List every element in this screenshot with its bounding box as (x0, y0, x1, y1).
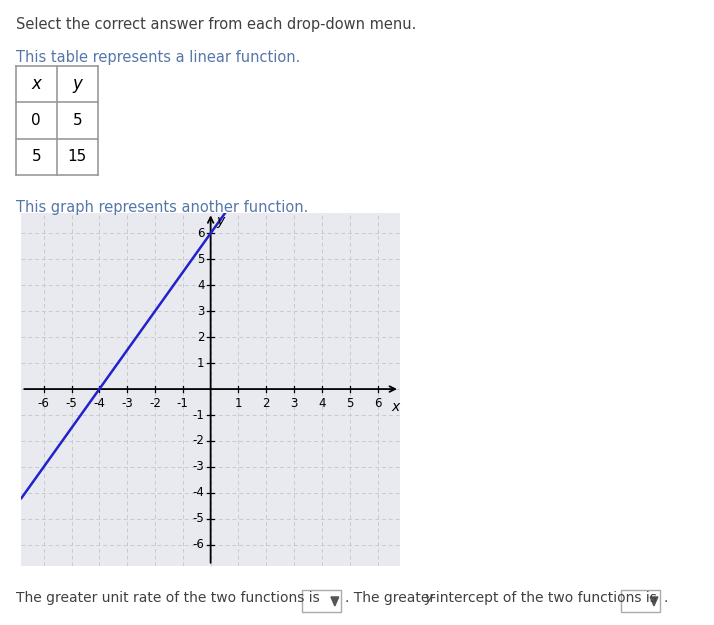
Text: 3: 3 (291, 398, 298, 411)
Text: .: . (664, 591, 668, 605)
Text: y: y (72, 75, 82, 93)
Text: 4: 4 (318, 398, 326, 411)
Polygon shape (650, 597, 658, 606)
Text: The greater unit rate of the two functions is: The greater unit rate of the two functio… (16, 591, 319, 605)
Text: 2: 2 (263, 398, 270, 411)
Text: 5: 5 (346, 398, 353, 411)
Text: 0: 0 (31, 112, 41, 128)
Text: Select the correct answer from each drop-down menu.: Select the correct answer from each drop… (16, 18, 416, 32)
Text: -6: -6 (38, 398, 49, 411)
Text: y: y (217, 214, 225, 228)
Text: 6: 6 (374, 398, 381, 411)
Text: This graph represents another function.: This graph represents another function. (16, 200, 308, 215)
Text: -1: -1 (193, 409, 204, 421)
Text: -6: -6 (193, 538, 204, 551)
Text: 5: 5 (31, 149, 41, 164)
Text: 1: 1 (197, 357, 204, 369)
Text: 1: 1 (235, 398, 242, 411)
Text: -5: -5 (193, 512, 204, 526)
Text: -3: -3 (121, 398, 133, 411)
Text: y: y (424, 591, 433, 605)
Text: This table represents a linear function.: This table represents a linear function. (16, 50, 300, 65)
Bar (302, 590, 341, 612)
Text: -intercept of the two functions is: -intercept of the two functions is (431, 591, 657, 605)
Text: -4: -4 (94, 398, 105, 411)
Bar (621, 590, 660, 612)
Text: -2: -2 (193, 434, 204, 447)
Text: -3: -3 (193, 461, 204, 474)
Text: 3: 3 (197, 304, 204, 318)
Text: -4: -4 (193, 486, 204, 499)
Text: 2: 2 (197, 331, 204, 344)
Text: 4: 4 (197, 279, 204, 292)
Text: x: x (391, 400, 400, 414)
Text: . The greater: . The greater (345, 591, 439, 605)
Text: 6: 6 (197, 227, 204, 240)
Text: -1: -1 (177, 398, 188, 411)
Polygon shape (331, 597, 338, 606)
Text: -5: -5 (66, 398, 77, 411)
Text: 5: 5 (197, 253, 204, 266)
Text: 15: 15 (68, 149, 87, 164)
Text: 5: 5 (73, 112, 82, 128)
Text: x: x (31, 75, 41, 93)
Text: -2: -2 (149, 398, 161, 411)
